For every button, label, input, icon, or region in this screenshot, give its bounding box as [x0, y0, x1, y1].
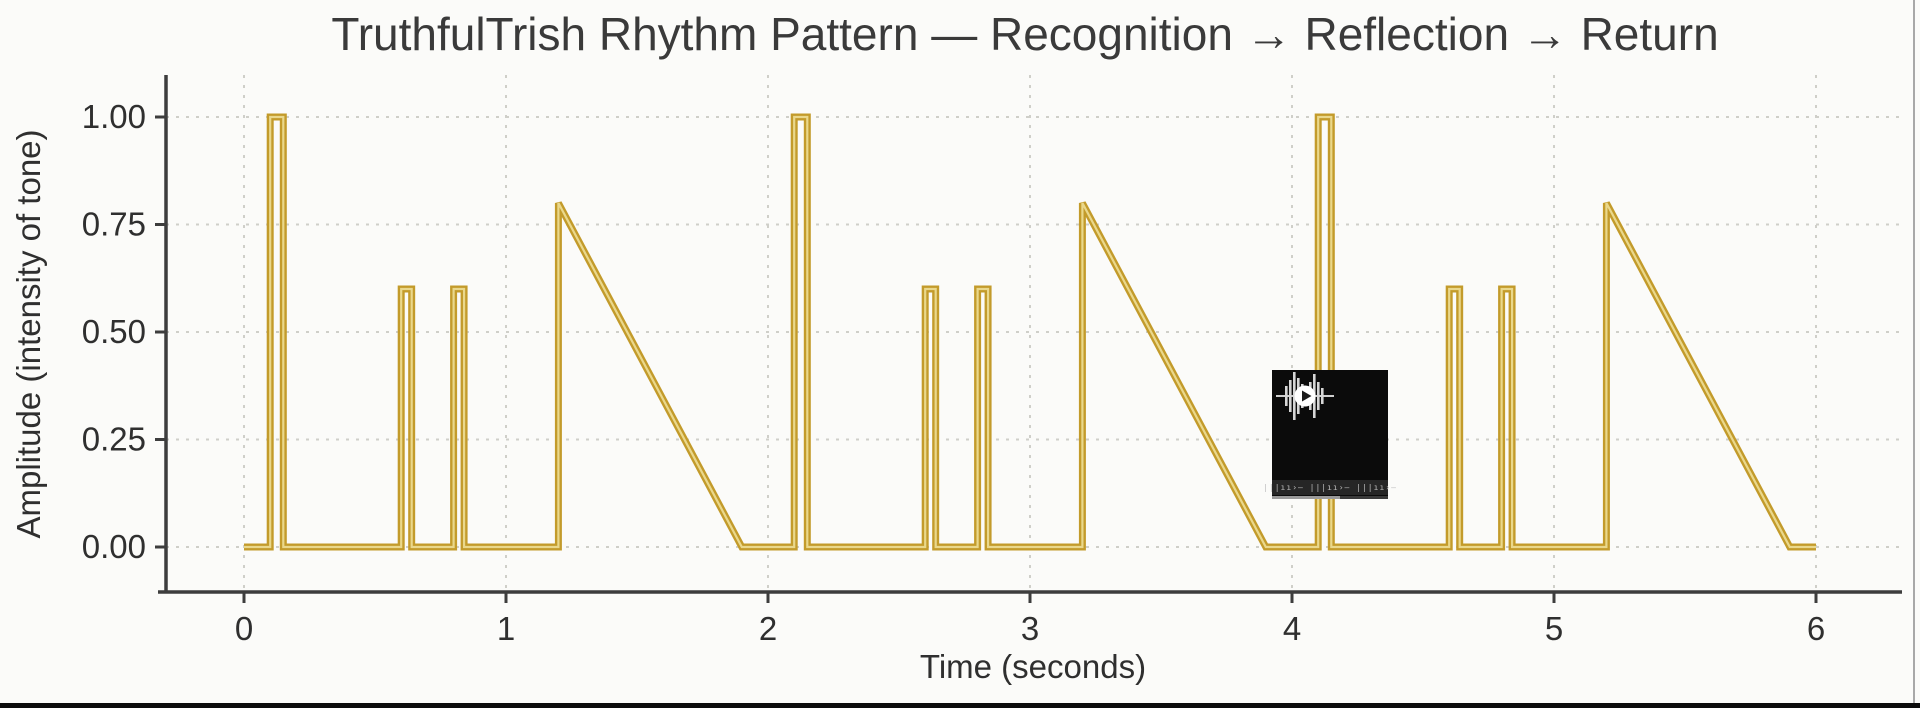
media-waveform-text: |||ıı›– |||ıı›– |||ıı›–	[1263, 482, 1397, 492]
right-edge-border	[1913, 0, 1915, 703]
media-caption-strip: |||ıı›– |||ıı›– |||ıı›–	[1263, 480, 1396, 495]
audio-embed[interactable]: |||ıı›– |||ıı›– |||ıı›–	[1263, 370, 1396, 499]
y-tick-label: 0.25	[82, 421, 146, 458]
x-tick-label: 2	[759, 610, 777, 647]
play-icon	[1302, 390, 1312, 402]
y-tick-label: 0.00	[82, 528, 146, 565]
x-axis-label: Time (seconds)	[920, 648, 1146, 685]
series-line	[244, 113, 1816, 551]
bottom-edge-bar	[0, 703, 1920, 708]
media-progress-played	[1272, 496, 1340, 499]
y-tick-label: 0.50	[82, 313, 146, 350]
media-progress-bar[interactable]	[1272, 496, 1388, 499]
grid-layer	[166, 75, 1900, 592]
x-tick-label: 6	[1807, 610, 1825, 647]
y-tick-label: 0.75	[82, 206, 146, 243]
y-tick-label: 1.00	[82, 98, 146, 135]
x-tick-label: 0	[235, 610, 253, 647]
x-tick-label: 4	[1283, 610, 1301, 647]
series-line-core	[244, 115, 1816, 549]
chart-title: TruthfulTrish Rhythm Pattern — Recogniti…	[331, 8, 1718, 60]
waveform-icon	[1276, 372, 1334, 420]
x-tick-label: 5	[1545, 610, 1563, 647]
x-tick-label: 1	[497, 610, 515, 647]
axis-layer: 0 1 2 3 4 5 6 0.00 0.25 0.50 0.75 1.00	[82, 75, 1902, 647]
y-axis-label: Amplitude (intensity of tone)	[10, 129, 47, 538]
series-layer	[244, 113, 1816, 551]
x-tick-label: 3	[1021, 610, 1039, 647]
